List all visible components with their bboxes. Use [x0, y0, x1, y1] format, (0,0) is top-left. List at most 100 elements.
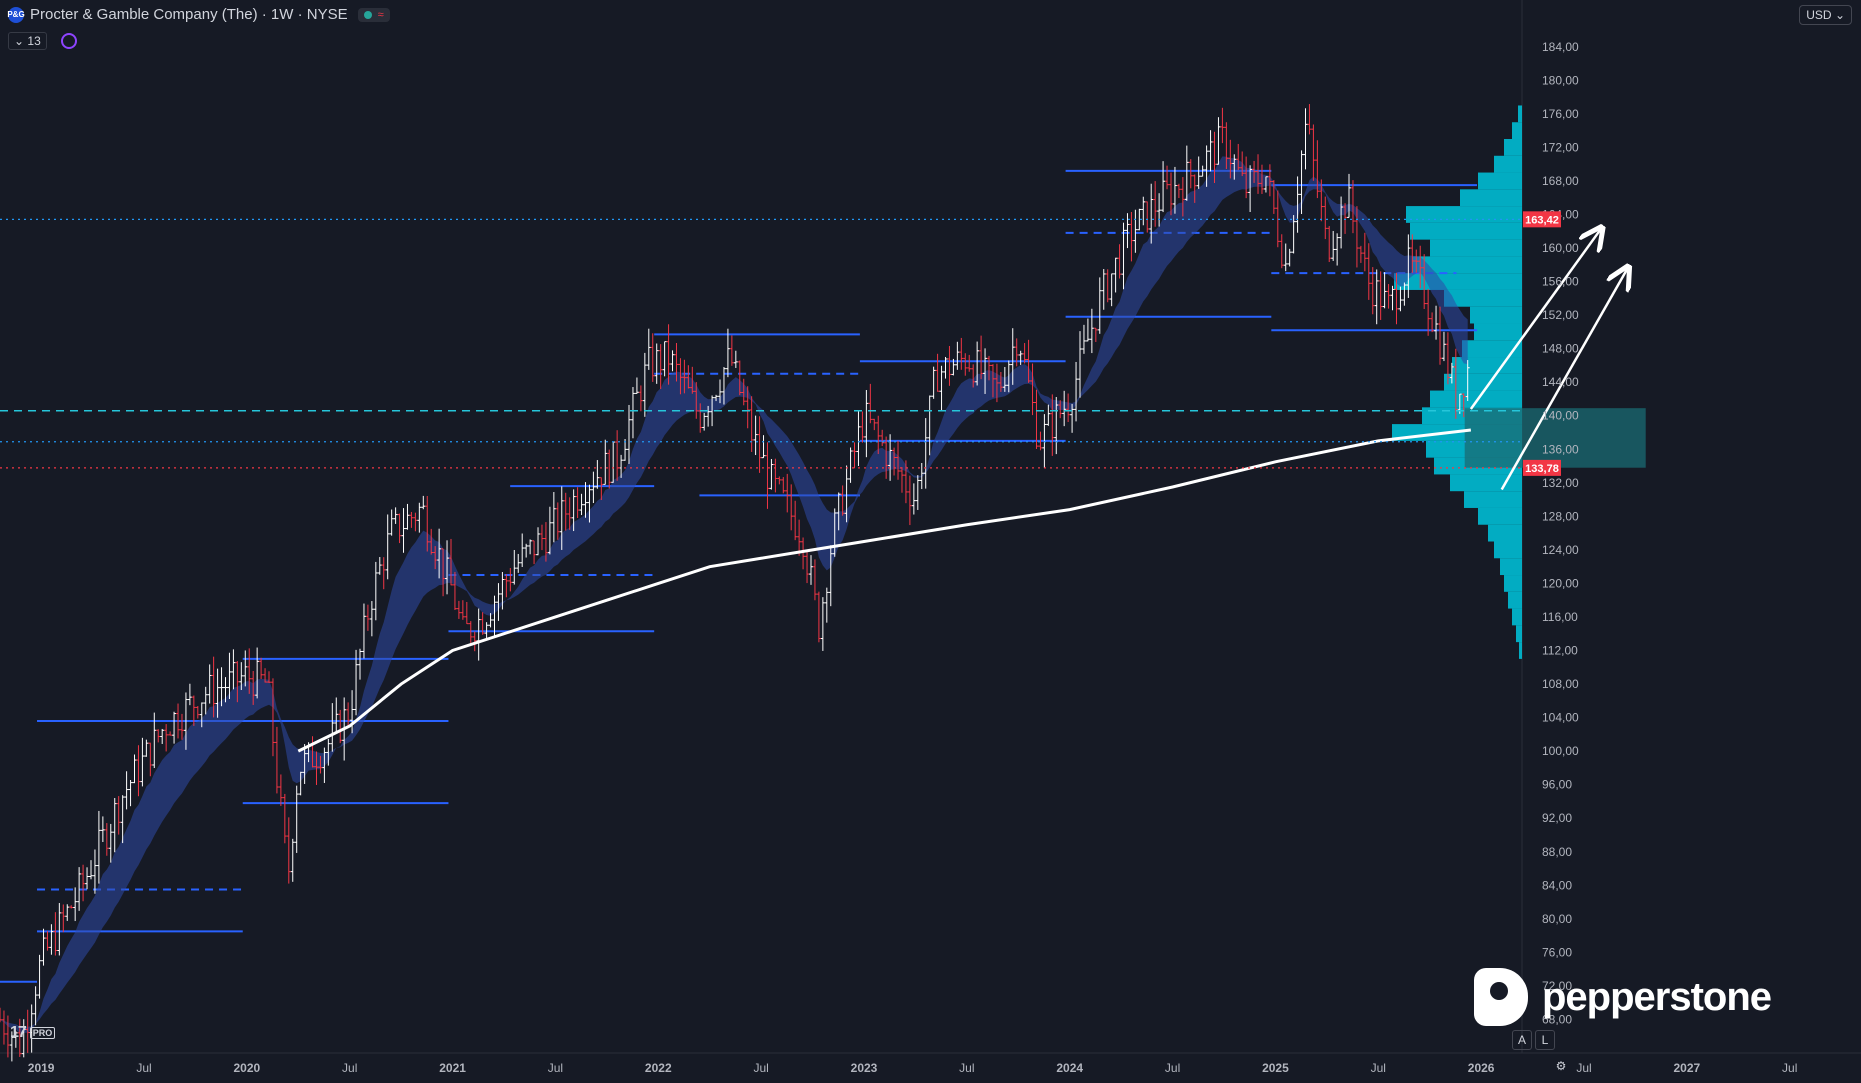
market-open-icon — [363, 10, 372, 19]
volume-profile — [1392, 105, 1522, 659]
company-logo: P&G — [7, 6, 25, 23]
price-tick-label: 148,00 — [1542, 342, 1579, 356]
price-tick-label: 68,00 — [1542, 1012, 1572, 1026]
price-tick-label: 120,00 — [1542, 576, 1579, 590]
ma200-line — [297, 428, 1472, 753]
price-tag-bg — [1523, 211, 1561, 228]
volume-profile-bar — [1412, 256, 1522, 274]
volume-profile-bar — [1460, 189, 1522, 207]
time-tick-label: Jul — [1576, 1061, 1591, 1075]
volume-profile-bar — [1406, 206, 1522, 223]
price-tick-label: 128,00 — [1542, 509, 1579, 523]
price-tick-label: 160,00 — [1542, 241, 1579, 255]
time-tick-label: Jul — [959, 1061, 974, 1075]
indicator-count: 13 — [27, 34, 41, 48]
volume-profile-bar — [1444, 373, 1522, 391]
volume-profile-bar — [1394, 273, 1522, 290]
price-tick-label: 144,00 — [1542, 375, 1579, 389]
volume-profile-bar — [1494, 541, 1522, 559]
price-tag-bg — [1523, 459, 1561, 476]
time-axis: 2019 Jul 2020 Jul 2021 Jul 2022 Jul 2023 Jul 2024 J… — [28, 1061, 1798, 1075]
price-tick-label: 84,00 — [1542, 878, 1572, 892]
time-tick-label: 2025 — [1262, 1061, 1289, 1075]
volume-profile-bar — [1504, 139, 1522, 156]
time-tick-label: Jul — [1782, 1061, 1797, 1075]
volume-profile-bar — [1500, 558, 1522, 576]
demand-zone-rect — [1464, 408, 1646, 468]
price-axis: 68,00 72,00 76,00 80,00 84,00 88,00 92,00 96,00… — [1542, 40, 1579, 1027]
ema-ribbon-fill — [0, 156, 1468, 1034]
time-tick-label: Jul — [753, 1061, 768, 1075]
price-tick-label: 136,00 — [1542, 442, 1579, 456]
indicators-collapse-button[interactable]: ⌄ 13 — [8, 32, 47, 50]
volume-profile-bar — [1478, 172, 1522, 190]
time-tick-label: Jul — [1165, 1061, 1180, 1075]
support-resistance-levels — [0, 169, 1478, 983]
price-tick-label: 152,00 — [1542, 308, 1579, 322]
tradingview-mark: 17 — [10, 1024, 27, 1041]
volume-profile-bar — [1470, 306, 1522, 324]
price-tick-label: 140,00 — [1542, 409, 1579, 423]
price-tick-label: 172,00 — [1542, 140, 1579, 154]
price-tick-label: 176,00 — [1542, 107, 1579, 121]
volume-profile-bar — [1516, 625, 1522, 643]
price-tick-label: 112,00 — [1542, 644, 1578, 658]
volume-profile-bar — [1494, 155, 1522, 173]
volume-profile-bar — [1474, 323, 1522, 341]
auto-scale-button[interactable]: A — [1512, 1030, 1532, 1050]
volume-profile-bar — [1462, 340, 1522, 358]
volume-profile-bar — [1444, 289, 1522, 307]
price-tick-label: 184,00 — [1542, 40, 1579, 54]
volume-profile-bar — [1512, 122, 1522, 140]
volume-profile-bar — [1508, 591, 1522, 609]
currency-label: USD — [1806, 8, 1832, 22]
symbol-title[interactable]: Procter & Gamble Company (The) · 1W · NY… — [30, 6, 348, 23]
volume-profile-bar — [1512, 608, 1522, 626]
time-tick-label: Jul — [342, 1061, 357, 1075]
time-tick-label: Jul — [548, 1061, 563, 1075]
time-tick-label: 2022 — [645, 1061, 672, 1075]
price-tags: 163,42 133,78 — [1523, 211, 1561, 476]
price-tick-label: 80,00 — [1542, 912, 1572, 926]
price-tick-label: 96,00 — [1542, 778, 1572, 792]
time-tick-label: Jul — [1371, 1061, 1386, 1075]
candles — [0, 104, 1470, 1062]
indicator-row: ⌄ 13 — [8, 32, 77, 50]
pepperstone-mark-icon — [1474, 968, 1528, 1026]
tradingview-pro-badge: PRO — [29, 1027, 56, 1039]
time-tick-label: Jul — [136, 1061, 151, 1075]
price-tick-label: 132,00 — [1542, 476, 1579, 490]
currency-selector[interactable]: USD ⌄ — [1799, 5, 1852, 25]
time-tick-label: 2027 — [1674, 1061, 1701, 1075]
projection-arrow — [1469, 230, 1601, 410]
log-scale-button[interactable]: L — [1535, 1030, 1555, 1050]
volume-profile-bar — [1518, 105, 1522, 123]
indicator-settings-icon[interactable] — [60, 33, 77, 49]
pepperstone-wordmark: pepperstone — [1542, 974, 1772, 1019]
time-tick-label: 2023 — [851, 1061, 878, 1075]
price-tick-label: 180,00 — [1542, 73, 1579, 87]
price-tick-label: 156,00 — [1542, 275, 1579, 289]
time-tick-label: 2021 — [439, 1061, 466, 1075]
price-tick-label: 116,00 — [1542, 610, 1578, 624]
time-tick-label: 2020 — [234, 1061, 261, 1075]
demand-zone — [1464, 408, 1646, 468]
price-tag-label: 163,42 — [1525, 214, 1559, 226]
tradingview-logo[interactable]: 17 PRO — [10, 1024, 56, 1042]
volume-profile-bar — [1464, 491, 1522, 508]
ema-ribbon — [0, 156, 1468, 1034]
price-tick-label: 72,00 — [1542, 979, 1572, 993]
projection-arrows — [1469, 230, 1627, 491]
price-tick-label: 76,00 — [1542, 945, 1572, 959]
data-status-icon: ≈ — [377, 8, 384, 21]
price-tag-label: 133,78 — [1525, 463, 1559, 475]
volume-profile-bar — [1410, 222, 1522, 240]
symbol-header: P&G Procter & Gamble Company (The) · 1W … — [7, 6, 390, 23]
pepperstone-logo: pepperstone — [1474, 968, 1772, 1026]
market-status[interactable]: ≈ — [357, 7, 390, 22]
price-tick-label: 104,00 — [1542, 711, 1579, 725]
time-tick-label: 2024 — [1056, 1061, 1083, 1075]
settings-gear-icon[interactable]: ⚙ — [1555, 1059, 1567, 1073]
volume-profile-bar — [1488, 524, 1522, 542]
